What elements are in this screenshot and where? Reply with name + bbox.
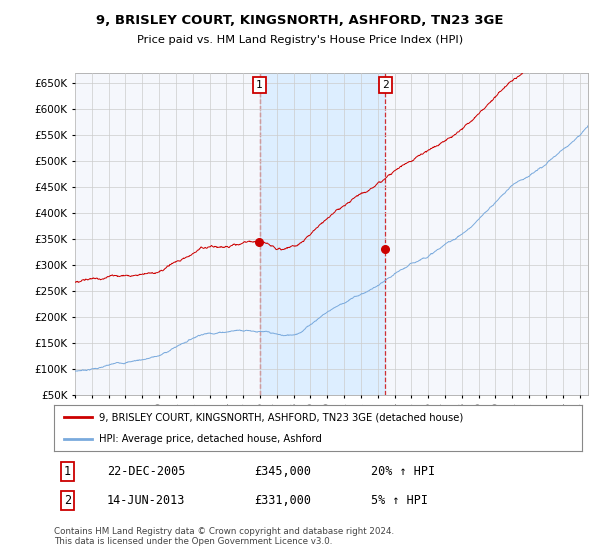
- Bar: [260, 73, 385, 395]
- Text: £331,000: £331,000: [254, 494, 311, 507]
- Text: Price paid vs. HM Land Registry's House Price Index (HPI): Price paid vs. HM Land Registry's House …: [137, 35, 463, 45]
- Text: 14-JUN-2013: 14-JUN-2013: [107, 494, 185, 507]
- Text: 1: 1: [256, 80, 263, 90]
- Text: 2: 2: [64, 494, 71, 507]
- Text: HPI: Average price, detached house, Ashford: HPI: Average price, detached house, Ashf…: [99, 435, 322, 444]
- Text: 20% ↑ HPI: 20% ↑ HPI: [371, 465, 435, 478]
- Text: 5% ↑ HPI: 5% ↑ HPI: [371, 494, 428, 507]
- Text: 1: 1: [64, 465, 71, 478]
- Text: £345,000: £345,000: [254, 465, 311, 478]
- Text: Contains HM Land Registry data © Crown copyright and database right 2024.
This d: Contains HM Land Registry data © Crown c…: [54, 527, 394, 546]
- Text: 2: 2: [382, 80, 389, 90]
- Text: 9, BRISLEY COURT, KINGSNORTH, ASHFORD, TN23 3GE: 9, BRISLEY COURT, KINGSNORTH, ASHFORD, T…: [96, 14, 504, 27]
- Text: 22-DEC-2005: 22-DEC-2005: [107, 465, 185, 478]
- Text: 9, BRISLEY COURT, KINGSNORTH, ASHFORD, TN23 3GE (detached house): 9, BRISLEY COURT, KINGSNORTH, ASHFORD, T…: [99, 412, 463, 422]
